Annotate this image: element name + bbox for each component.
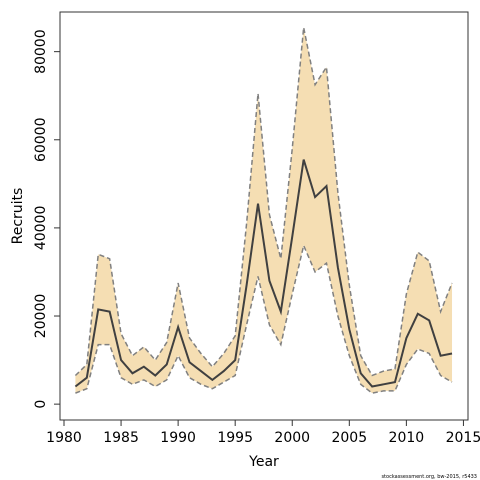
y-axis-label: Recruits bbox=[10, 188, 26, 245]
x-tick-label: 2010 bbox=[389, 430, 425, 446]
x-tick-label: 2000 bbox=[274, 430, 310, 446]
confidence-band bbox=[75, 27, 453, 394]
y-tick-label: 80000 bbox=[33, 29, 49, 74]
estimate-line bbox=[74, 159, 453, 388]
upper-bound bbox=[74, 27, 453, 377]
x-axis-label: Year bbox=[248, 454, 279, 470]
plot-frame bbox=[59, 11, 469, 421]
x-tick-label: 1985 bbox=[103, 430, 139, 446]
y-tick-label: 60000 bbox=[33, 118, 49, 163]
x-tick-label: 2015 bbox=[446, 430, 480, 446]
footnote: stockassessment.org, bw-2015, r5433 bbox=[381, 474, 477, 480]
x-tick-label: 1990 bbox=[160, 430, 196, 446]
x-tick-label: 1980 bbox=[46, 430, 82, 446]
x-tick-label: 2005 bbox=[331, 430, 367, 446]
y-tick-label: 20000 bbox=[33, 294, 49, 339]
y-tick-label: 40000 bbox=[33, 206, 49, 251]
y-tick-label: 0 bbox=[33, 400, 49, 409]
lower-bound bbox=[75, 243, 453, 394]
x-tick-label: 1995 bbox=[217, 430, 253, 446]
